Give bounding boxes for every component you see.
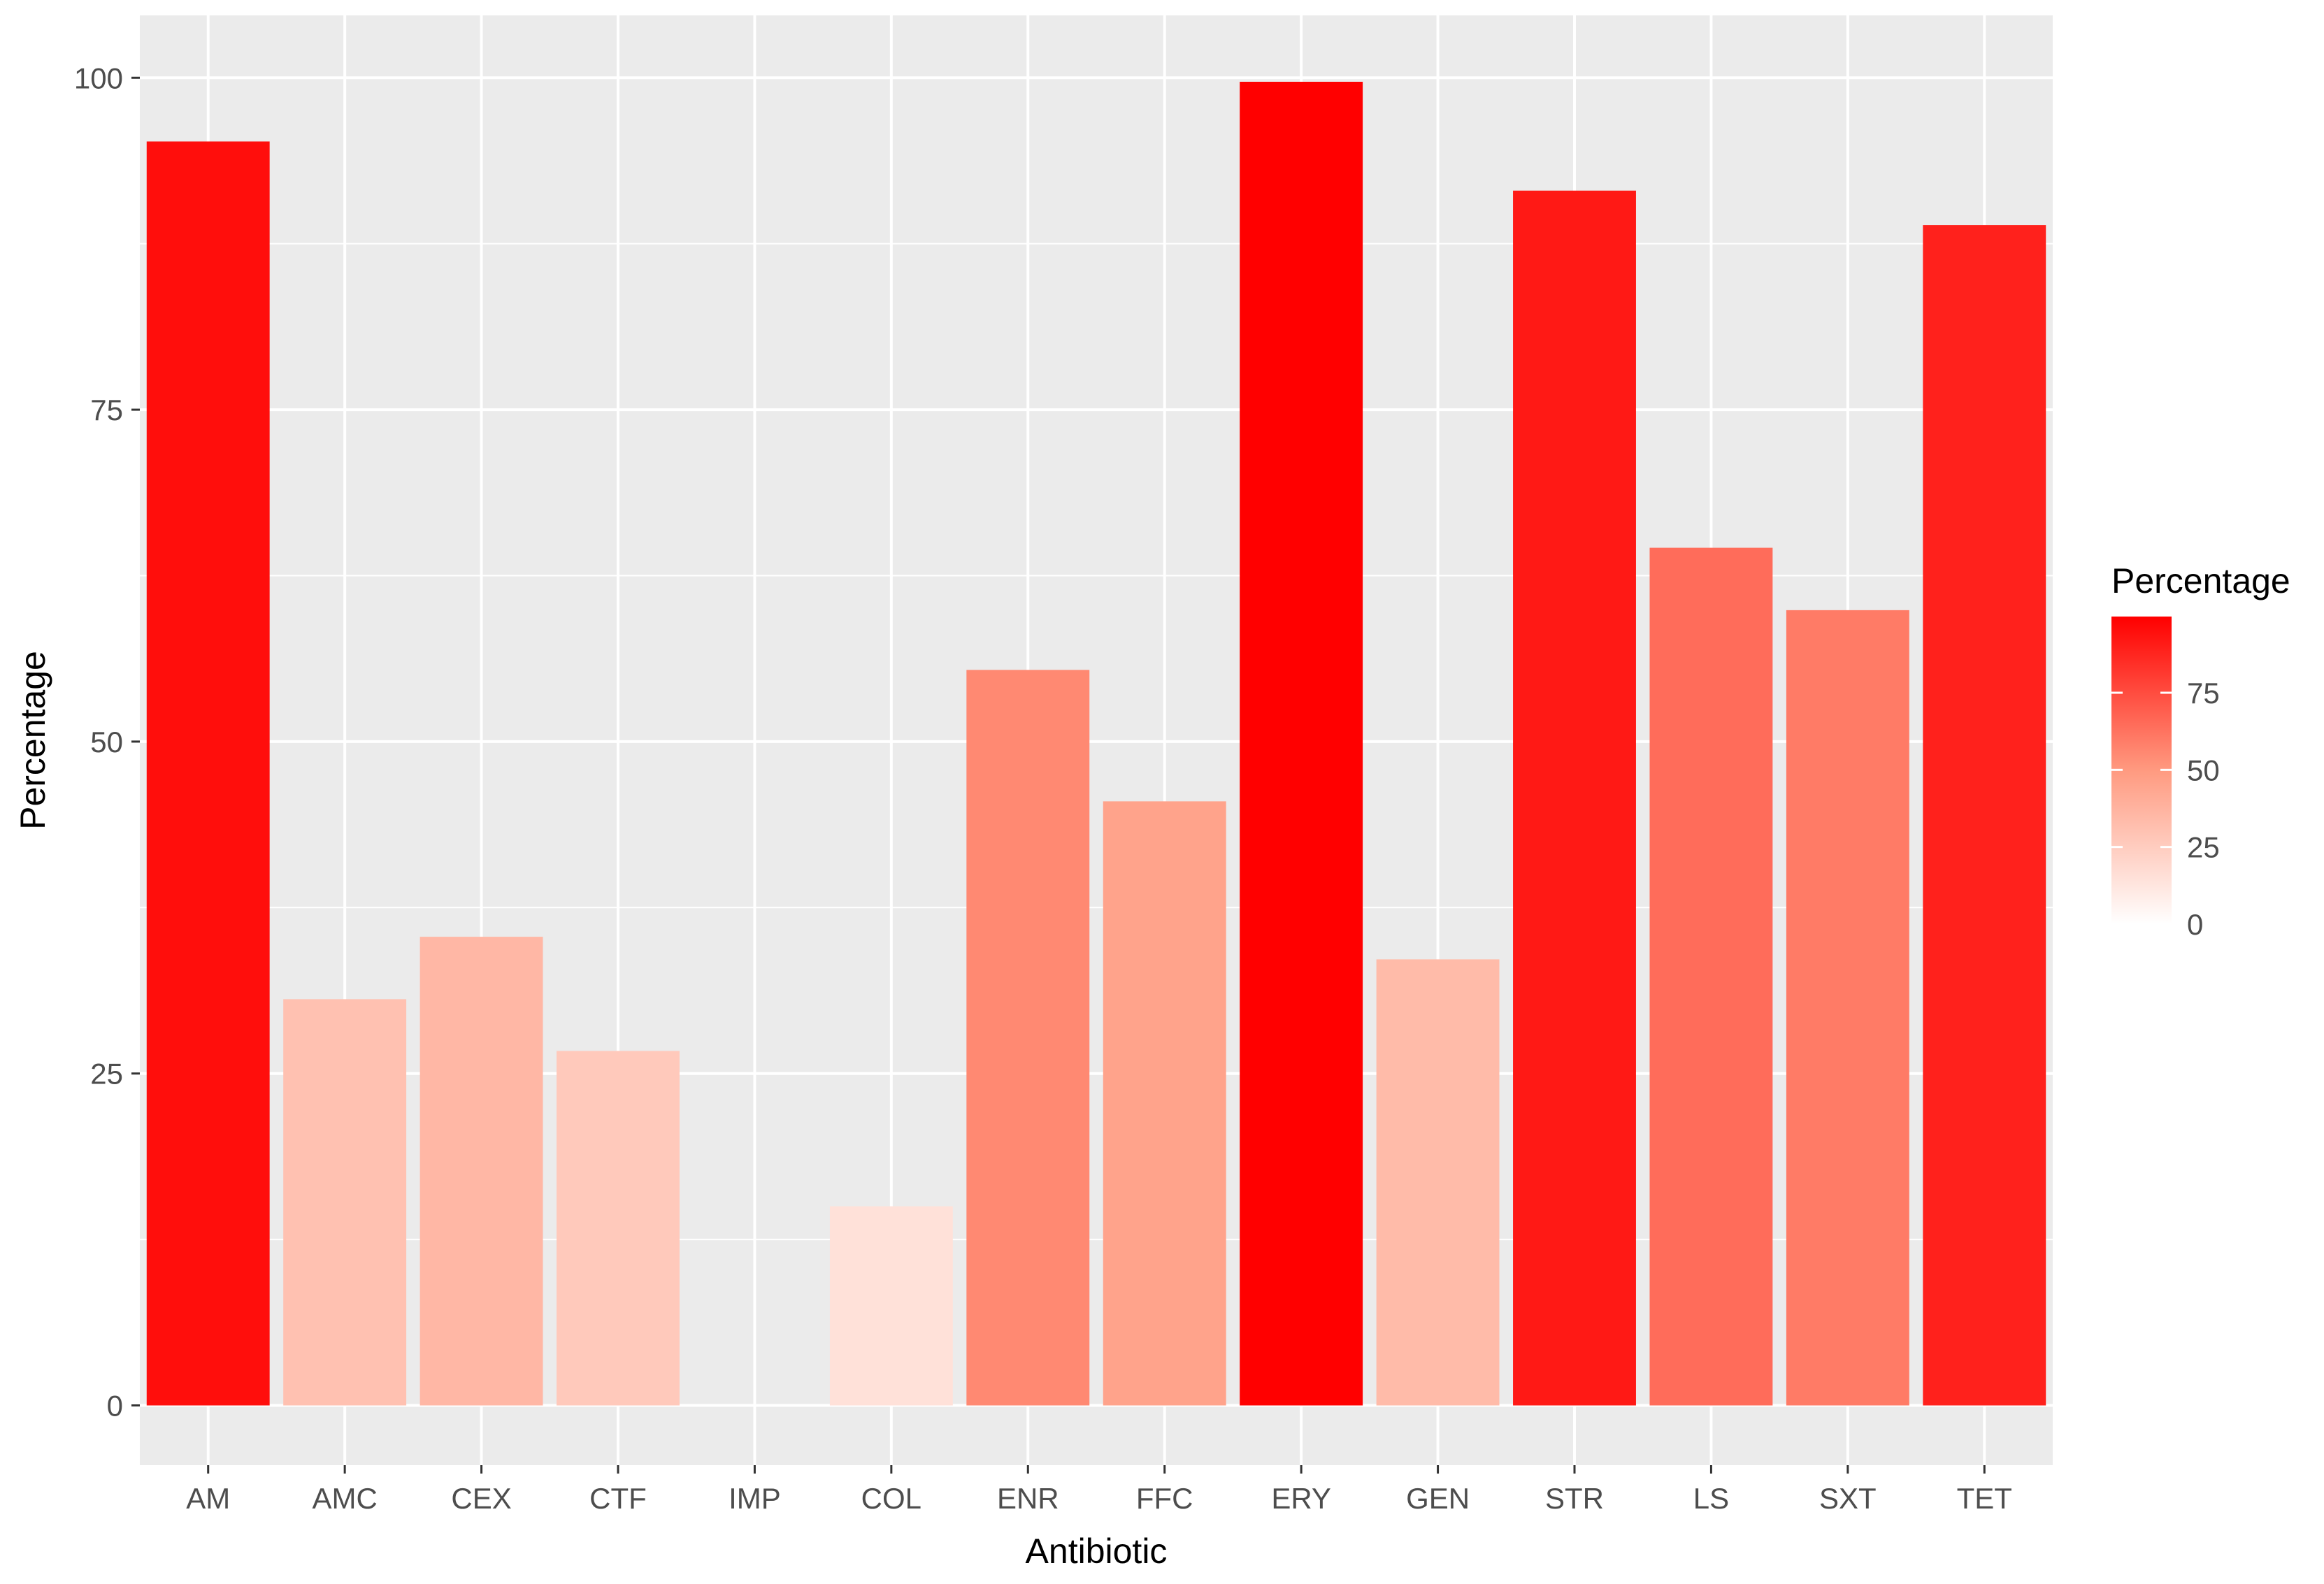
x-tick-label-am: AM [186, 1482, 230, 1515]
x-tick-label-ls: LS [1693, 1482, 1729, 1515]
x-tick-label-sxt: SXT [1819, 1482, 1877, 1515]
x-tick-label-ctf: CTF [589, 1482, 647, 1515]
x-tick-label-col: COL [861, 1482, 921, 1515]
legend-tick-label: 75 [2187, 677, 2220, 710]
bar-ctf [557, 1051, 680, 1406]
x-tick-label-imp: IMP [729, 1482, 781, 1515]
x-tick-label-ffc: FFC [1136, 1482, 1193, 1515]
bar-ffc [1103, 801, 1226, 1406]
bar-enr [966, 670, 1090, 1406]
y-tick-label: 100 [74, 62, 123, 94]
x-tick-label-gen: GEN [1406, 1482, 1470, 1515]
x-tick-label-tet: TET [1957, 1482, 2012, 1515]
x-tick-label-str: STR [1545, 1482, 1604, 1515]
y-tick-label: 50 [90, 726, 123, 758]
legend-tick-label: 0 [2187, 908, 2203, 941]
bar-col [829, 1206, 953, 1406]
x-axis-title: Antibiotic [1026, 1532, 1168, 1571]
y-tick-label: 25 [90, 1058, 123, 1090]
x-tick-label-cex: CEX [451, 1482, 511, 1515]
y-tick-label: 75 [90, 394, 123, 426]
bar-ery [1240, 81, 1363, 1406]
legend-tick-label: 25 [2187, 831, 2220, 864]
legend: Percentage 0 25 50 75 [2111, 561, 2290, 941]
bar-sxt [1786, 610, 1909, 1406]
bar-ls [1649, 547, 1773, 1406]
y-axis-ticks: 0 25 50 75 100 [74, 62, 140, 1423]
legend-tick-label: 50 [2187, 754, 2220, 786]
y-tick-label: 0 [107, 1390, 123, 1423]
bar-am [146, 141, 270, 1406]
legend-title: Percentage [2111, 561, 2290, 600]
legend-ticks: 0 25 50 75 [2111, 677, 2220, 941]
x-axis-ticks: AM AMC CEX CTF IMP COL ENR FFC ERY GEN STR LS SXT TET [186, 1465, 2012, 1515]
bar-gen [1376, 959, 1500, 1406]
bar-cex [419, 937, 543, 1406]
x-tick-label-enr: ENR [997, 1482, 1059, 1515]
x-tick-label-amc: AMC [312, 1482, 377, 1515]
bar-tet [1923, 225, 2046, 1406]
bars [146, 81, 2046, 1406]
y-axis-title: Percentage [13, 651, 52, 830]
bar-amc [283, 999, 407, 1406]
bar-str [1513, 190, 1636, 1406]
x-tick-label-ery: ERY [1271, 1482, 1331, 1515]
